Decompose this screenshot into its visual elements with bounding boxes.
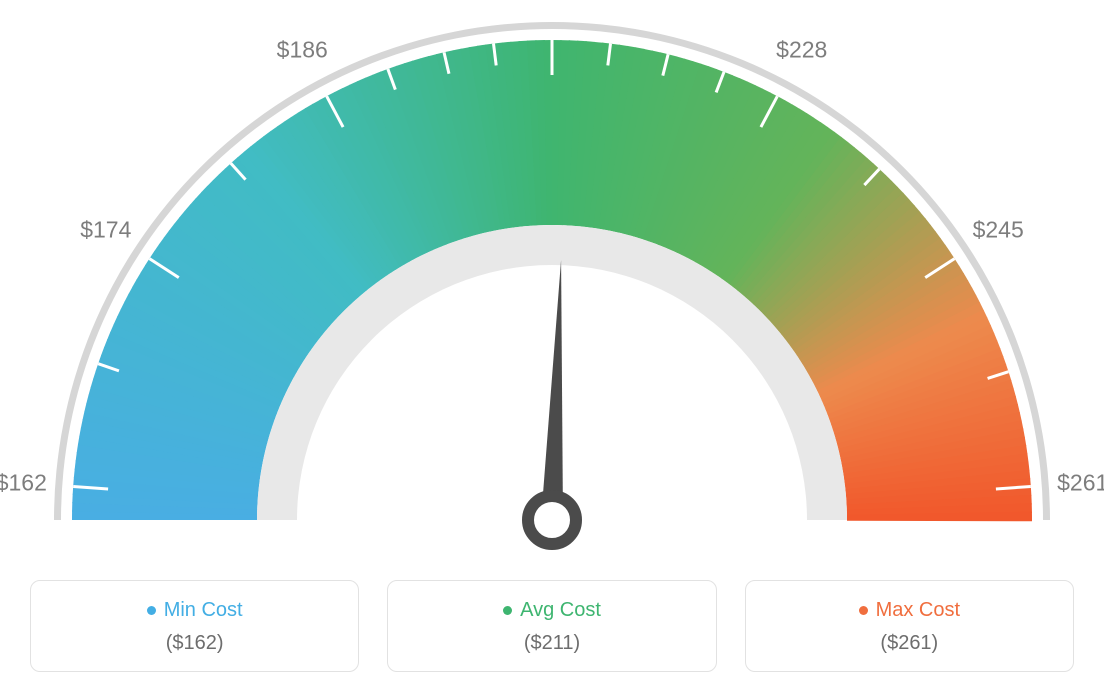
dot-icon	[503, 606, 512, 615]
legend-value-max: ($261)	[756, 632, 1063, 655]
legend-label-text: Max Cost	[876, 599, 960, 622]
legend-label-avg: Avg Cost	[503, 599, 601, 622]
gauge-area: $162 $174 $186 $211 $228 $245 $261	[0, 0, 1104, 560]
tick-label: $162	[0, 469, 47, 496]
gauge-svg	[0, 0, 1104, 560]
legend-row: Min Cost ($162) Avg Cost ($211) Max Cost…	[30, 580, 1074, 672]
legend-value-min: ($162)	[41, 632, 348, 655]
tick-label: $261	[1057, 469, 1104, 496]
dot-icon	[147, 606, 156, 615]
dot-icon	[859, 606, 868, 615]
legend-label-max: Max Cost	[859, 599, 960, 622]
tick-label: $186	[277, 37, 328, 64]
tick-label: $211	[527, 0, 576, 2]
legend-value-avg: ($211)	[398, 632, 705, 655]
tick-label: $228	[776, 37, 827, 64]
legend-label-text: Avg Cost	[520, 599, 601, 622]
legend-card-max: Max Cost ($261)	[745, 580, 1074, 672]
tick-label: $245	[973, 217, 1024, 244]
legend-label-min: Min Cost	[147, 599, 243, 622]
tick-label: $174	[80, 217, 131, 244]
legend-label-text: Min Cost	[164, 599, 243, 622]
legend-card-min: Min Cost ($162)	[30, 580, 359, 672]
legend-card-avg: Avg Cost ($211)	[387, 580, 716, 672]
cost-gauge-chart: $162 $174 $186 $211 $228 $245 $261 Min Cost ($…	[0, 0, 1104, 690]
